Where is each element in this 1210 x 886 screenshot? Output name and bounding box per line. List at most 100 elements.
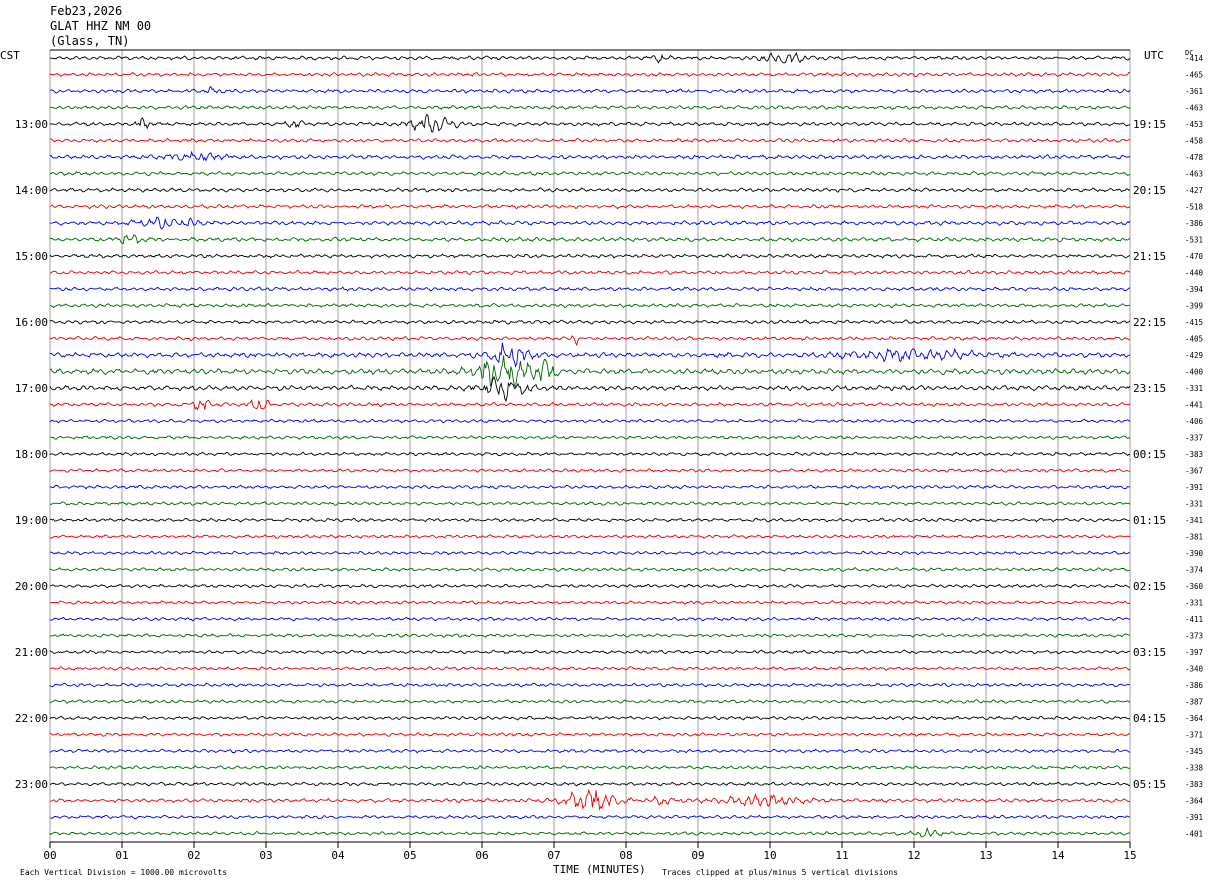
- dc-offset-label: -414: [1185, 54, 1204, 63]
- trace-row-38: [49, 682, 1131, 688]
- dc-offset-label: -470: [1185, 252, 1204, 261]
- dc-offset-label: -463: [1185, 170, 1203, 179]
- right-timezone-label: UTC: [1144, 49, 1164, 62]
- right-hour-label: 19:15: [1133, 118, 1166, 131]
- dc-offset-label: -400: [1185, 368, 1204, 377]
- dc-offset-label: -331: [1185, 599, 1203, 608]
- x-tick-label-05: 05: [403, 849, 416, 862]
- trace-row-2: [49, 85, 1131, 94]
- right-hour-label: 21:15: [1133, 250, 1166, 263]
- vertical-gridlines: [49, 49, 1131, 842]
- dc-offset-label: -394: [1185, 285, 1204, 294]
- dc-offset-label: -391: [1185, 483, 1203, 492]
- left-hour-label: 20:00: [15, 580, 48, 593]
- trace-row-9: [49, 203, 1131, 210]
- dc-offset-label: -364: [1185, 714, 1204, 723]
- trace-row-40: [49, 715, 1131, 721]
- trace-row-29: [49, 534, 1131, 540]
- dc-offset-label: -458: [1185, 137, 1204, 146]
- right-hour-labels: 19:15 20:15 21:15 22:15 23:15 00:15 01:15 02:15…: [1133, 118, 1166, 791]
- trace-row-41: [49, 732, 1131, 738]
- trace-row-3: [49, 104, 1131, 111]
- x-tick-label-11: 11: [835, 849, 848, 862]
- date-label: Feb23,2026: [50, 4, 123, 18]
- trace-row-14: [50, 286, 1131, 292]
- left-hour-labels: 13:00 14:00 15:00 16:00 17:00 18:00 19:00 20:00…: [15, 118, 48, 791]
- x-tick-label-06: 06: [475, 849, 488, 862]
- trace-row-32: [49, 583, 1131, 589]
- trace-row-30: [49, 550, 1131, 556]
- trace-row-46: [49, 814, 1131, 820]
- station-label: GLAT HHZ NM 00: [50, 19, 152, 33]
- dc-offset-label: -478: [1185, 153, 1204, 162]
- dc-offset-label: -374: [1185, 566, 1204, 575]
- dc-offset-label: -331: [1185, 384, 1203, 393]
- dc-offset-label: -345: [1185, 747, 1203, 756]
- seismic-traces: [49, 52, 1131, 838]
- trace-row-25: [49, 468, 1131, 473]
- clip-note: Traces clipped at plus/minus 5 vertical …: [662, 868, 899, 877]
- dc-offset-label: -406: [1185, 417, 1204, 426]
- x-tick-label-08: 08: [619, 849, 632, 862]
- dc-offset-label: -367: [1185, 467, 1203, 476]
- left-timezone-label: CST: [0, 49, 20, 62]
- dc-offset-label: -390: [1185, 549, 1204, 558]
- left-hour-label: 16:00: [15, 316, 48, 329]
- trace-row-13: [49, 269, 1131, 276]
- trace-row-27: [49, 501, 1131, 506]
- x-tick-label-02: 02: [187, 849, 200, 862]
- x-tick-labels: 00 01 02 03 04 05 06 07 08 09 10 11 12 13 14 15: [43, 841, 1137, 862]
- trace-row-31: [49, 567, 1131, 573]
- right-hour-label: 20:15: [1133, 184, 1166, 197]
- x-tick-label-10: 10: [763, 849, 776, 862]
- right-hour-label: 04:15: [1133, 712, 1166, 725]
- dc-offset-label: -373: [1185, 632, 1203, 641]
- trace-row-35: [49, 632, 1131, 638]
- dc-offset-label: -337: [1185, 434, 1203, 443]
- trace-row-43: [49, 765, 1131, 770]
- left-hour-label: 13:00: [15, 118, 48, 131]
- dc-offset-label: -440: [1185, 269, 1204, 278]
- dc-offset-label: -383: [1185, 450, 1203, 459]
- trace-row-19: [49, 355, 1131, 389]
- dc-offset-label: -383: [1185, 780, 1203, 789]
- location-label: (Glass, TN): [50, 34, 130, 48]
- trace-row-36: [49, 649, 1131, 655]
- x-tick-label-12: 12: [907, 849, 920, 862]
- dc-offset-label: -429: [1185, 351, 1203, 360]
- dc-offset-label: -360: [1185, 582, 1204, 591]
- scale-note: Each Vertical Division = 1000.00 microvo…: [20, 868, 228, 877]
- x-tick-label-07: 07: [547, 849, 560, 862]
- trace-row-7: [50, 170, 1131, 177]
- x-tick-label-01: 01: [115, 849, 128, 862]
- dc-offset-label: -331: [1185, 500, 1203, 509]
- trace-row-8: [49, 187, 1131, 193]
- dc-offset-labels: -414 -465 -361 -463 -453 -458 -478 -463 -427 -518…: [1185, 54, 1204, 839]
- trace-row-10: [49, 216, 1131, 230]
- dc-offset-label: -386: [1185, 681, 1204, 690]
- trace-row-28: [49, 517, 1131, 523]
- trace-row-12: [49, 253, 1131, 259]
- trace-row-44: [49, 781, 1130, 787]
- trace-row-1: [49, 71, 1131, 78]
- dc-offset-label: -371: [1185, 731, 1203, 740]
- right-hour-label: 00:15: [1133, 448, 1166, 461]
- dc-offset-label: -340: [1185, 665, 1204, 674]
- trace-row-33: [49, 600, 1131, 605]
- x-tick-label-04: 04: [331, 849, 345, 862]
- trace-row-22: [49, 418, 1131, 424]
- x-tick-label-15: 15: [1123, 849, 1136, 862]
- right-hour-label: 22:15: [1133, 316, 1166, 329]
- dc-offset-label: -341: [1185, 516, 1203, 525]
- left-hour-label: 23:00: [15, 778, 48, 791]
- dc-column-label: DC: [1185, 49, 1194, 57]
- trace-row-21: [49, 399, 1131, 411]
- dc-offset-label: -361: [1185, 87, 1203, 96]
- trace-row-47: [49, 826, 1131, 838]
- left-hour-label: 21:00: [15, 646, 48, 659]
- trace-row-39: [49, 699, 1131, 704]
- right-hour-label: 23:15: [1133, 382, 1166, 395]
- dc-offset-label: -386: [1185, 219, 1204, 228]
- trace-row-6: [49, 150, 1131, 162]
